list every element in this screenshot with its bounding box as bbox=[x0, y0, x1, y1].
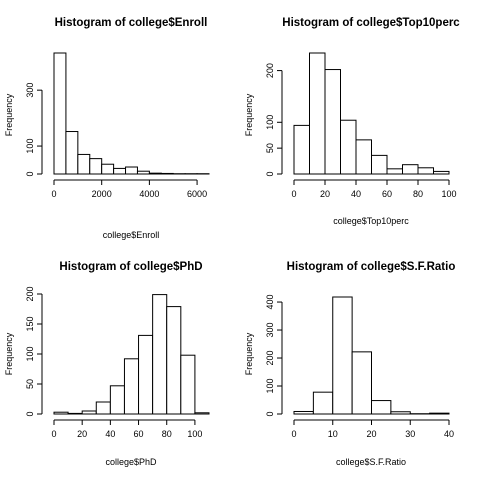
y-tick-label: 50 bbox=[25, 379, 35, 389]
histogram-bar bbox=[324, 69, 341, 175]
histogram-bar bbox=[429, 412, 450, 415]
histogram-bar bbox=[95, 401, 111, 415]
x-tick-label: 10 bbox=[328, 429, 338, 439]
histogram-bar bbox=[113, 167, 127, 175]
y-tick-label: 100 bbox=[25, 346, 35, 361]
histogram-bar bbox=[355, 139, 372, 175]
x-axis-label: college$S.F.Ratio bbox=[336, 457, 406, 467]
x-tick-label: 4000 bbox=[139, 189, 159, 199]
x-tick-label: 100 bbox=[441, 189, 456, 199]
x-tick-label: 0 bbox=[51, 189, 56, 199]
y-axis-label: Frequency bbox=[244, 93, 254, 136]
x-tick-label: 20 bbox=[77, 429, 87, 439]
x-tick-label: 40 bbox=[444, 429, 454, 439]
y-tick-label: 100 bbox=[265, 115, 275, 130]
y-tick-label: 300 bbox=[25, 83, 35, 98]
histogram-bar bbox=[402, 164, 419, 175]
histogram-bar bbox=[81, 410, 97, 415]
histogram-bar bbox=[152, 294, 168, 415]
histogram-bar bbox=[332, 296, 353, 415]
x-tick-label: 30 bbox=[405, 429, 415, 439]
histogram-bar bbox=[148, 172, 162, 175]
histogram-bar bbox=[138, 334, 154, 415]
histogram-bar bbox=[390, 411, 411, 415]
histogram-bar bbox=[309, 52, 326, 175]
x-tick-label: 0 bbox=[291, 189, 296, 199]
x-tick-label: 20 bbox=[366, 429, 376, 439]
histogram-bar bbox=[67, 412, 83, 415]
y-tick-label: 400 bbox=[265, 295, 275, 310]
y-axis-label: Frequency bbox=[4, 332, 14, 375]
histogram-bar bbox=[312, 391, 334, 415]
y-tick-label: 0 bbox=[25, 411, 35, 416]
chart-title: Histogram of college$Top10perc bbox=[282, 17, 460, 29]
histogram-bar bbox=[65, 131, 79, 175]
x-axis-label: college$Top10perc bbox=[333, 216, 409, 226]
histogram-panel-3: Histogram of college$PhD 0 20 40 60 80 100 0 50 1… bbox=[4, 261, 210, 467]
y-tick-label: 100 bbox=[25, 139, 35, 154]
x-tick-label: 0 bbox=[51, 429, 56, 439]
histogram-bar bbox=[109, 385, 125, 415]
y-tick-label: 0 bbox=[265, 171, 275, 176]
y-tick-label: 200 bbox=[25, 286, 35, 301]
x-axis-label: college$Enroll bbox=[103, 230, 160, 240]
histogram-bar bbox=[53, 411, 69, 415]
histogram-bar bbox=[386, 168, 403, 175]
histogram-bar bbox=[101, 163, 115, 175]
histogram-bar bbox=[125, 166, 138, 175]
histogram-bar bbox=[53, 52, 67, 175]
x-tick-label: 40 bbox=[105, 429, 115, 439]
histogram-bar bbox=[123, 358, 140, 415]
y-tick-label: 300 bbox=[265, 323, 275, 338]
y-tick-label: 150 bbox=[25, 316, 35, 331]
histogram-bar bbox=[180, 354, 196, 415]
x-tick-label: 100 bbox=[187, 429, 202, 439]
histogram-bar bbox=[194, 412, 210, 415]
histogram-panel-2: Histogram of college$Top10perc 0 20 40 60 80 1… bbox=[244, 17, 460, 226]
y-axis-label: Frequency bbox=[4, 93, 14, 136]
histogram-bar bbox=[160, 172, 174, 175]
chart-title: Histogram of college$Enroll bbox=[55, 17, 208, 29]
x-tick-label: 6000 bbox=[187, 189, 207, 199]
x-tick-label: 80 bbox=[413, 189, 423, 199]
histogram-bar bbox=[433, 170, 450, 175]
chart-title: Histogram of college$PhD bbox=[59, 261, 202, 273]
x-tick-label: 20 bbox=[320, 189, 330, 199]
y-tick-label: 50 bbox=[265, 143, 275, 153]
histogram-bar bbox=[351, 351, 372, 415]
x-tick-label: 2000 bbox=[92, 189, 112, 199]
histogram-bar bbox=[293, 410, 314, 415]
histogram-bar bbox=[417, 167, 434, 175]
chart-title: Histogram of college$S.F.Ratio bbox=[287, 261, 456, 273]
x-axis-label: college$PhD bbox=[105, 457, 157, 467]
histogram-bar bbox=[293, 124, 310, 175]
x-tick-label: 0 bbox=[291, 429, 296, 439]
y-axis-label: Frequency bbox=[244, 332, 254, 375]
y-tick-label: 200 bbox=[265, 63, 275, 78]
histogram-bar bbox=[166, 306, 182, 415]
x-tick-label: 80 bbox=[162, 429, 172, 439]
histogram-bar bbox=[89, 158, 103, 175]
y-tick-label: 100 bbox=[265, 378, 275, 393]
histogram-bar bbox=[136, 170, 150, 175]
histogram-bar bbox=[340, 119, 357, 175]
x-tick-label: 60 bbox=[382, 189, 392, 199]
y-tick-label: 0 bbox=[25, 171, 35, 176]
histogram-bar bbox=[77, 153, 91, 175]
histogram-bar bbox=[371, 154, 388, 175]
x-tick-label: 40 bbox=[351, 189, 361, 199]
histogram-panel-1: Histogram of college$Enroll 0 2000 4000 6000… bbox=[4, 17, 210, 240]
x-tick-label: 60 bbox=[134, 429, 144, 439]
histogram-bar bbox=[371, 400, 392, 415]
y-tick-label: 0 bbox=[265, 411, 275, 416]
y-tick-label: 200 bbox=[265, 351, 275, 366]
